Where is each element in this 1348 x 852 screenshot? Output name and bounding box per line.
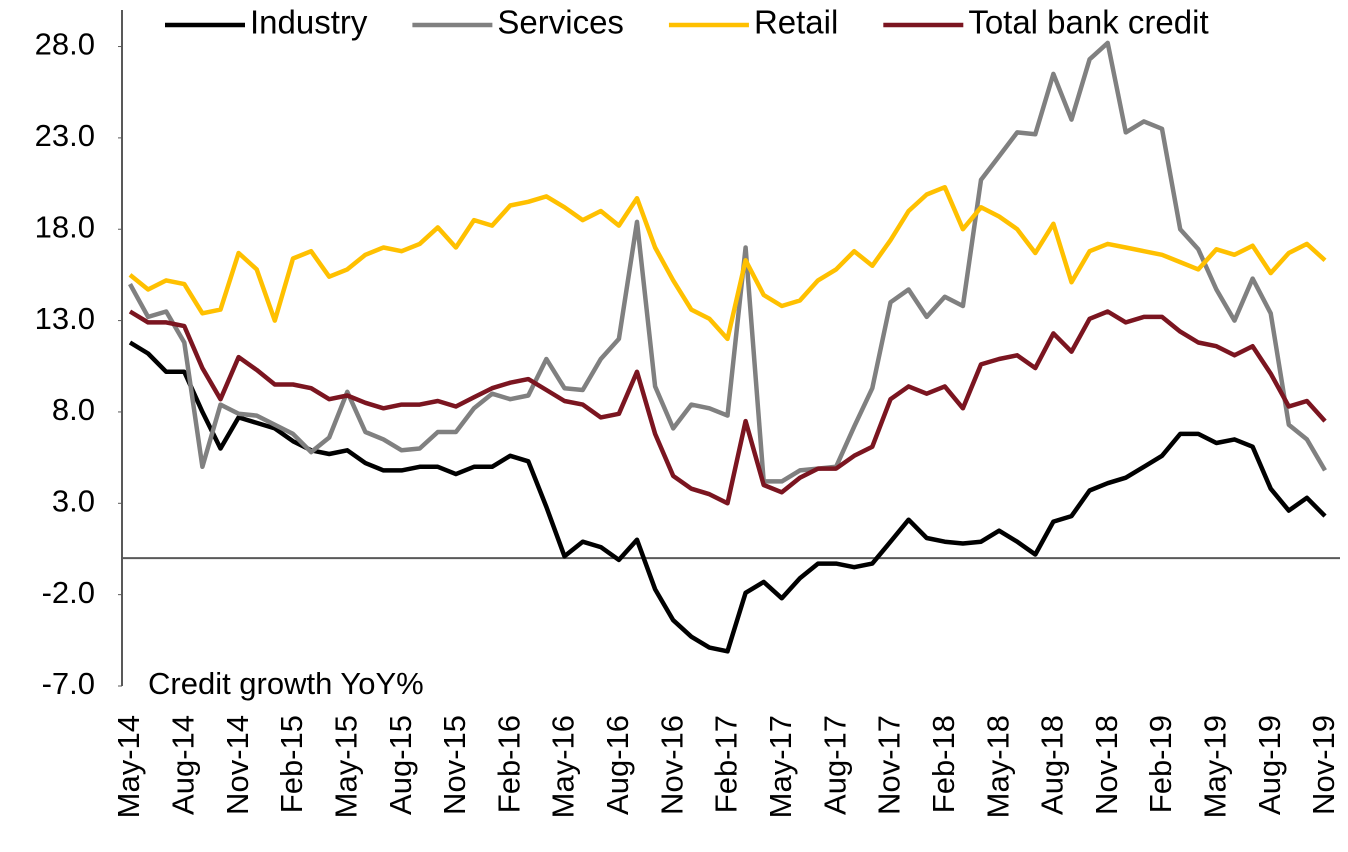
y-tick-label: 8.0 — [52, 392, 95, 427]
x-tick-label: Aug-16 — [600, 715, 635, 815]
x-tick-label: Feb-19 — [1143, 715, 1178, 813]
x-tick-label: Aug-17 — [817, 715, 852, 815]
y-tick-label: -2.0 — [42, 575, 95, 610]
x-tick-label: May-19 — [1198, 715, 1233, 818]
x-tick-label: Nov-16 — [654, 715, 689, 815]
x-tick-label: Feb-16 — [491, 715, 526, 813]
x-tick-label: Aug-14 — [166, 715, 201, 815]
annotation: Credit growth YoY% — [148, 666, 424, 701]
series-line — [128, 40, 1327, 484]
series-line — [128, 309, 1327, 506]
x-tick-label: May-15 — [328, 715, 363, 818]
x-tick-label: Feb-17 — [709, 715, 744, 813]
y-tick-label: 3.0 — [52, 483, 95, 518]
legend-label: Services — [497, 4, 624, 41]
x-tick-label: Feb-18 — [926, 715, 961, 813]
y-tick-label: 23.0 — [35, 118, 95, 153]
legend-label: Retail — [754, 4, 838, 41]
x-tick-label: Aug-15 — [383, 715, 418, 815]
y-tick-label: 13.0 — [35, 301, 95, 336]
y-tick-label: 18.0 — [35, 209, 95, 244]
x-tick-label: Nov-17 — [872, 715, 907, 815]
x-tick-label: May-17 — [763, 715, 798, 818]
x-tick-label: Feb-15 — [274, 715, 309, 813]
y-tick-label: 28.0 — [35, 27, 95, 62]
x-tick-label: Aug-19 — [1252, 715, 1287, 815]
legend-label: Total bank credit — [968, 4, 1208, 41]
x-tick-label: May-14 — [111, 715, 146, 818]
x-tick-label: Aug-18 — [1035, 715, 1070, 815]
series-line — [128, 184, 1327, 342]
legend-label: Industry — [250, 4, 368, 41]
x-tick-label: May-16 — [546, 715, 581, 818]
x-tick-label: Nov-14 — [220, 715, 255, 815]
x-tick-label: Nov-15 — [437, 715, 472, 815]
x-tick-label: Nov-18 — [1089, 715, 1124, 815]
x-tick-label: May-18 — [980, 715, 1015, 818]
x-tick-label: Nov-19 — [1306, 715, 1341, 815]
series-line — [128, 340, 1327, 654]
y-tick-label: -7.0 — [42, 666, 95, 701]
